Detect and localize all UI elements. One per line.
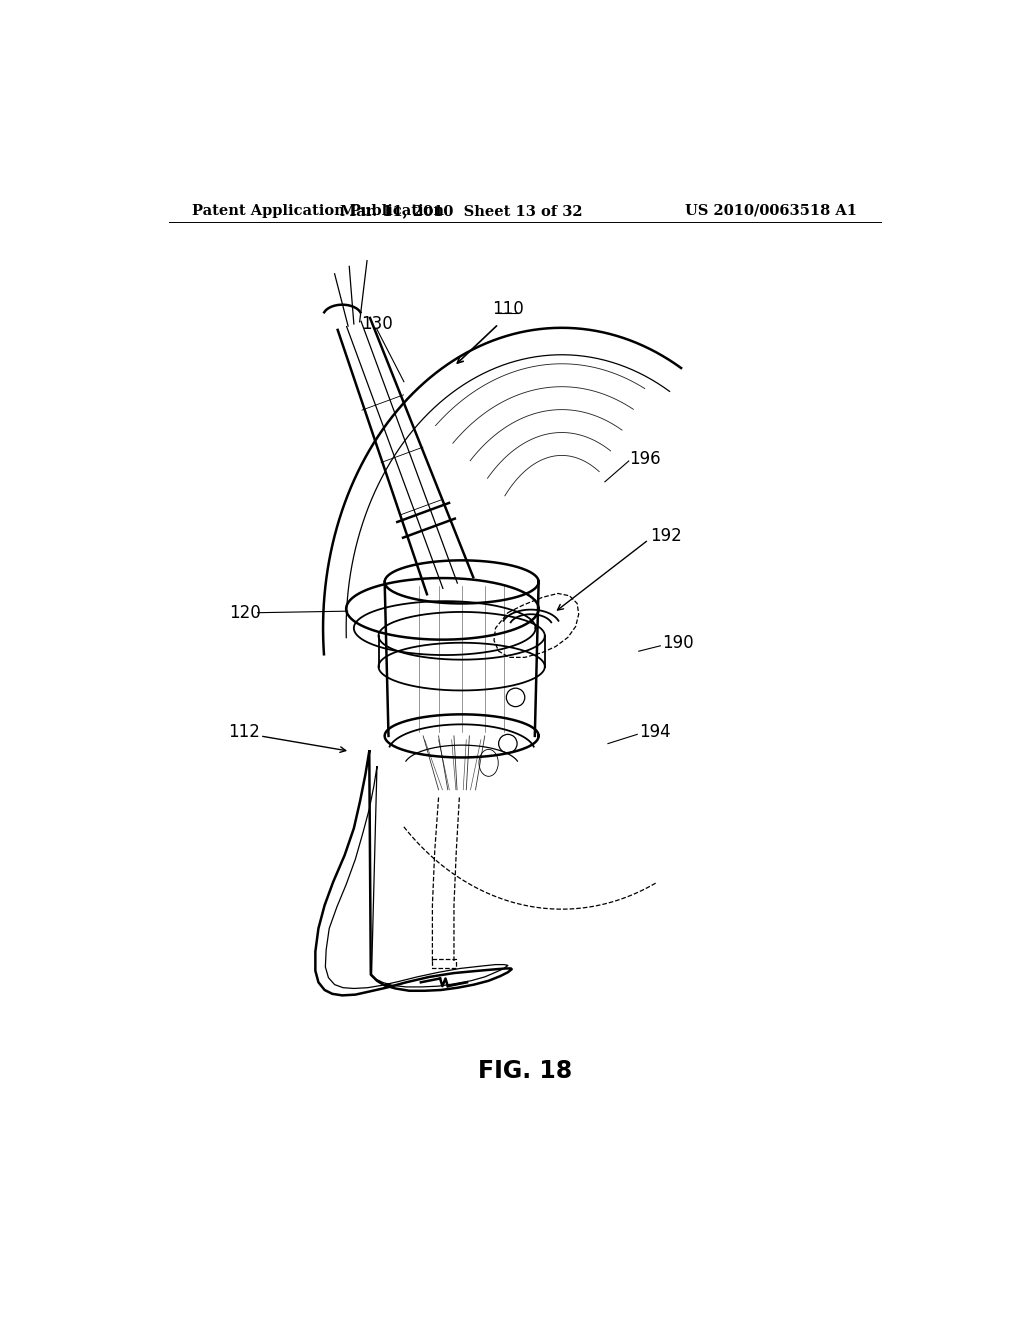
Text: 130: 130 — [361, 315, 393, 333]
Text: US 2010/0063518 A1: US 2010/0063518 A1 — [685, 203, 857, 218]
Text: 120: 120 — [228, 603, 260, 622]
Text: 110: 110 — [492, 300, 523, 318]
Text: Patent Application Publication: Patent Application Publication — [193, 203, 444, 218]
Text: 196: 196 — [630, 450, 662, 467]
Text: 112: 112 — [228, 723, 260, 741]
Text: 190: 190 — [662, 635, 693, 652]
Text: 194: 194 — [639, 723, 671, 741]
Text: FIG. 18: FIG. 18 — [477, 1059, 572, 1082]
Text: 192: 192 — [650, 527, 682, 545]
Text: Mar. 11, 2010  Sheet 13 of 32: Mar. 11, 2010 Sheet 13 of 32 — [340, 203, 583, 218]
